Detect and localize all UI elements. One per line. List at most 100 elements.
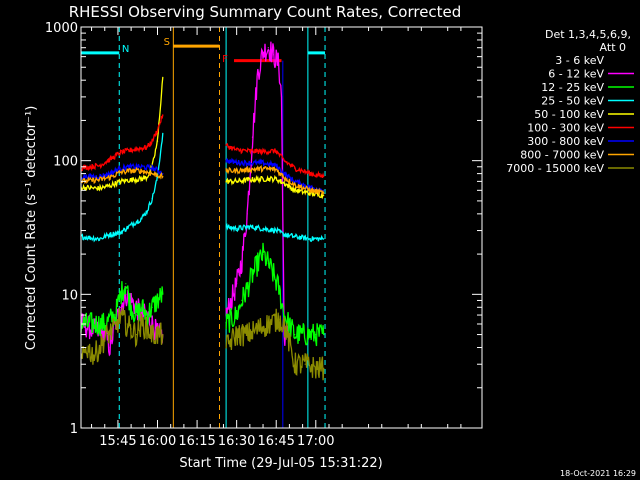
series-line [225,164,325,195]
data-point [130,224,132,226]
y-tick-label: 1 [70,422,78,437]
series-line [80,133,164,243]
data-point [225,144,227,146]
data-point [262,151,264,153]
legend-header: Att 0 [600,41,626,54]
data-point [146,314,148,316]
footer-date: 18-Oct-2021 16:29 [560,469,636,478]
data-point [275,168,277,170]
data-point [146,146,148,148]
data-point [275,230,277,232]
data-point [120,346,122,349]
data-point [309,186,312,189]
legend-entry: 50 - 100 keV [534,108,604,121]
saa-flag-label: S [164,37,170,48]
series-line [225,174,325,200]
data-point [225,323,227,325]
data-point [151,198,153,200]
data-point [151,306,153,308]
data-point [109,185,111,187]
data-point [257,72,259,74]
legend-entry: 300 - 800 keV [527,135,604,148]
data-point [151,323,153,325]
x-tick-label: 16:45 [257,434,294,449]
data-point [249,179,251,181]
data-point [275,150,277,152]
data-point [141,147,143,149]
series-line [80,281,164,336]
data-point [294,189,296,191]
data-point [130,306,132,308]
data-point [162,173,164,175]
data-point [98,187,101,189]
data-point [236,180,238,182]
data-point [323,189,325,191]
data-point [283,323,285,325]
data-point [241,299,243,301]
data-point [109,346,111,349]
data-point [135,314,137,316]
data-point [120,152,122,154]
data-point [146,210,148,212]
data-point [283,176,285,178]
data-point [162,176,164,178]
data-point [98,164,101,167]
x-tick-label: 16:30 [218,434,255,449]
data-point [236,161,238,163]
plot-area: N S F 15:45 16:00 16:15 16:30 16:45 17:00 1 10 10… [45,21,483,449]
plot-frame [80,26,483,429]
data-point [120,293,122,295]
data-point [236,334,238,336]
legend-header: Det 1,3,4,5,6,9, [545,28,631,41]
data-point [236,314,238,316]
data-point [315,334,317,336]
data-point [257,114,259,116]
data-point [120,231,122,234]
data-point [156,169,159,171]
data-point [323,238,325,240]
data-point [162,114,164,116]
data-point [275,178,277,180]
data-point [278,64,280,66]
data-point [225,180,227,182]
data-point [294,334,296,336]
data-point [262,168,264,170]
data-point [151,173,153,175]
data-point [162,334,164,336]
y-axis-label: Corrected Count Rate (s⁻¹ detector⁻¹) [24,106,39,351]
data-point [98,179,101,181]
series-line [225,308,325,381]
data-point [151,334,153,336]
data-point [141,217,143,219]
data-point [230,299,232,301]
data-point [283,160,285,162]
data-point [146,328,148,330]
data-point [156,140,159,142]
data-point [275,164,277,167]
series-line [80,162,164,181]
data-point [257,328,259,330]
data-point [125,323,127,325]
data-point [236,283,238,285]
data-point [283,182,285,184]
x-axis: 15:45 16:00 16:15 16:30 16:45 17:00 [91,27,462,449]
data-point [109,234,111,236]
data-point [120,171,122,173]
data-point [98,238,101,240]
data-point [122,288,124,290]
legend-entry: 7000 - 15000 keV [506,162,604,175]
data-point [230,340,232,342]
series-line [80,114,164,172]
data-point [283,173,285,175]
data-point [278,288,280,290]
data-point [257,262,259,265]
x-tick-label: 17:00 [297,434,334,449]
data-point [146,176,148,178]
legend-entry: 100 - 300 keV [527,122,604,135]
data-point [241,259,243,261]
data-point [114,314,116,316]
data-point [315,367,317,369]
data-point [267,85,269,87]
data-point [225,226,227,228]
